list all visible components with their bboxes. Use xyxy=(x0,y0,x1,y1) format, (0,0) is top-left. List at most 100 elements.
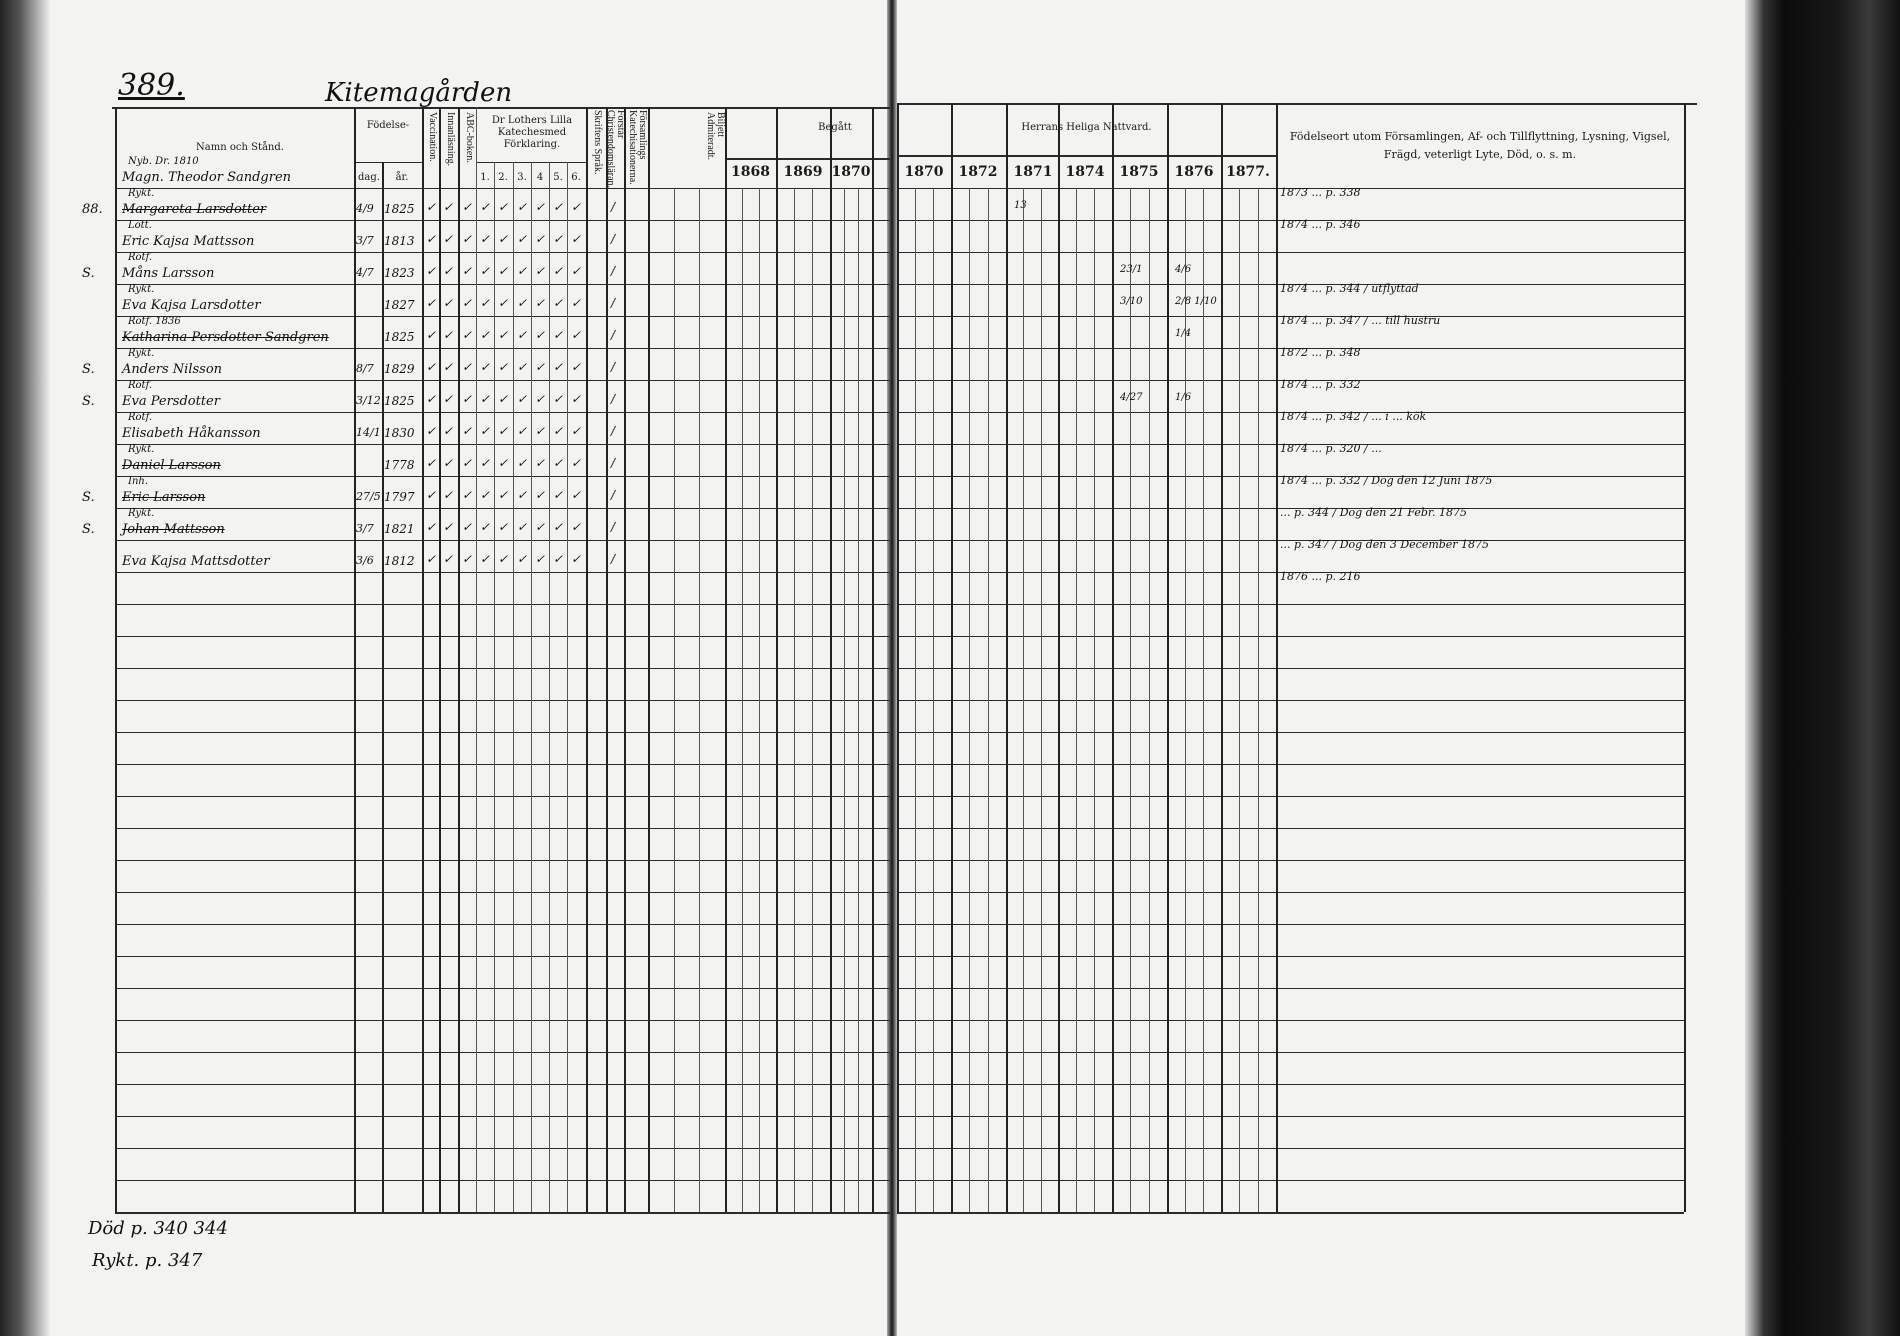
entry-name: Eva Persdotter xyxy=(122,394,220,409)
column-line xyxy=(476,107,477,1212)
check-mark: ✓ xyxy=(426,520,437,534)
check-mark: ✓ xyxy=(517,296,528,310)
row-line-right xyxy=(897,444,1684,445)
row-line-right xyxy=(897,604,1684,605)
check-mark: ✓ xyxy=(553,296,564,310)
entry-note: 1873 ... p. 338 xyxy=(1280,186,1361,199)
row-line-left xyxy=(115,316,890,317)
tick-mark: / xyxy=(611,520,616,534)
check-mark: ✓ xyxy=(462,296,473,310)
entry-occupation: Rykt. xyxy=(128,188,155,199)
check-mark: ✓ xyxy=(553,520,564,534)
check-mark: ✓ xyxy=(498,200,509,214)
row-line-left xyxy=(115,860,890,861)
column-line xyxy=(513,162,514,1212)
check-mark: ✓ xyxy=(462,360,473,374)
column-line xyxy=(1276,103,1278,1212)
row-line-right xyxy=(897,252,1684,253)
check-mark: ✓ xyxy=(571,328,582,342)
entry-occupation: Nyb. Dr. 1810 xyxy=(128,156,199,167)
check-mark: ✓ xyxy=(571,200,582,214)
check-mark: ✓ xyxy=(443,488,454,502)
check-mark: ✓ xyxy=(462,552,473,566)
entry-note: 1874 ... p. 347 / ... till hustru xyxy=(1280,314,1441,327)
row-line-right xyxy=(897,796,1684,797)
entry-occupation: Rotf. xyxy=(128,412,153,423)
entry-occupation: Rotf. xyxy=(128,252,153,263)
year-label: 1870 xyxy=(904,164,944,180)
entry-birth-year: 1829 xyxy=(384,362,415,376)
check-mark: ✓ xyxy=(498,264,509,278)
year-rule-left xyxy=(725,158,890,160)
entry-birth-day: 8/7 xyxy=(356,362,374,375)
check-mark: ✓ xyxy=(462,232,473,246)
check-mark: ✓ xyxy=(443,520,454,534)
entry-occupation: Rotf. xyxy=(128,380,153,391)
page-number: 389. xyxy=(118,68,185,103)
check-mark: ✓ xyxy=(498,392,509,406)
row-line-right xyxy=(897,348,1684,349)
column-line xyxy=(567,162,568,1212)
tick-mark: / xyxy=(611,552,616,566)
entry-name: Eva Kajsa Mattsdotter xyxy=(122,554,270,569)
subcolumn-line xyxy=(915,188,916,1212)
top-rule-right xyxy=(897,103,1697,105)
row-line-right xyxy=(897,380,1684,381)
check-mark: ✓ xyxy=(462,200,473,214)
row-line-left xyxy=(115,604,890,605)
row-line-left xyxy=(115,732,890,733)
year-label: 1876 xyxy=(1174,164,1214,180)
column-line xyxy=(422,107,424,1212)
header-reading: Innanläsning. xyxy=(445,112,456,167)
row-line-left xyxy=(115,828,890,829)
row-line-left xyxy=(115,188,890,189)
column-line xyxy=(1058,103,1060,1212)
check-mark: ✓ xyxy=(535,232,546,246)
row-line-left xyxy=(115,412,890,413)
column-line xyxy=(1006,103,1008,1212)
check-mark: ✓ xyxy=(571,552,582,566)
check-mark: ✓ xyxy=(553,328,564,342)
tick-mark: / xyxy=(611,456,616,470)
check-mark: ✓ xyxy=(462,520,473,534)
check-mark: ✓ xyxy=(535,392,546,406)
communion-mark: 13 xyxy=(1014,200,1027,211)
year-label: 1874 xyxy=(1065,164,1105,180)
entry-birth-day: 4/7 xyxy=(356,266,374,279)
check-mark: ✓ xyxy=(462,264,473,278)
row-line-right xyxy=(897,1116,1684,1117)
entry-note: 1874 ... p. 332 xyxy=(1280,378,1361,391)
check-mark: ✓ xyxy=(443,424,454,438)
entry-birth-day: 4/9 xyxy=(356,202,374,215)
row-line-left xyxy=(115,956,890,957)
subcolumn-line xyxy=(1148,188,1150,1212)
row-line-right xyxy=(897,1148,1684,1149)
subcolumn-line xyxy=(1040,188,1042,1212)
subcolumn-line xyxy=(1239,188,1241,1212)
check-mark: ✓ xyxy=(571,424,582,438)
entry-birth-year: 1823 xyxy=(384,266,415,280)
check-mark: ✓ xyxy=(480,360,491,374)
row-line-right xyxy=(897,764,1684,765)
subcolumn-line xyxy=(1203,188,1204,1212)
entry-birth-year: 1797 xyxy=(384,490,415,504)
entry-note: 1874 ... p. 346 xyxy=(1280,218,1361,231)
check-mark: ✓ xyxy=(498,520,509,534)
row-line-right xyxy=(897,924,1684,925)
check-mark: ✓ xyxy=(462,328,473,342)
column-line xyxy=(494,162,495,1212)
check-mark: ✓ xyxy=(462,424,473,438)
check-mark: ✓ xyxy=(426,264,437,278)
check-mark: ✓ xyxy=(517,552,528,566)
entry-note: 1876 ... p. 216 xyxy=(1280,570,1361,583)
entry-note: 1874 ... p. 332 / Dog den 12 Juni 1875 xyxy=(1280,474,1493,487)
header-vaccination: Vaccination. xyxy=(427,112,438,162)
check-mark: ✓ xyxy=(517,520,528,534)
entry-name: Eva Kajsa Larsdotter xyxy=(122,298,261,313)
check-mark: ✓ xyxy=(480,520,491,534)
book-edge-left xyxy=(0,0,50,1336)
row-line-right xyxy=(897,316,1684,317)
entry-name: Anders Nilsson xyxy=(122,362,223,377)
check-mark: ✓ xyxy=(535,328,546,342)
entry-marker: S. xyxy=(82,362,95,377)
